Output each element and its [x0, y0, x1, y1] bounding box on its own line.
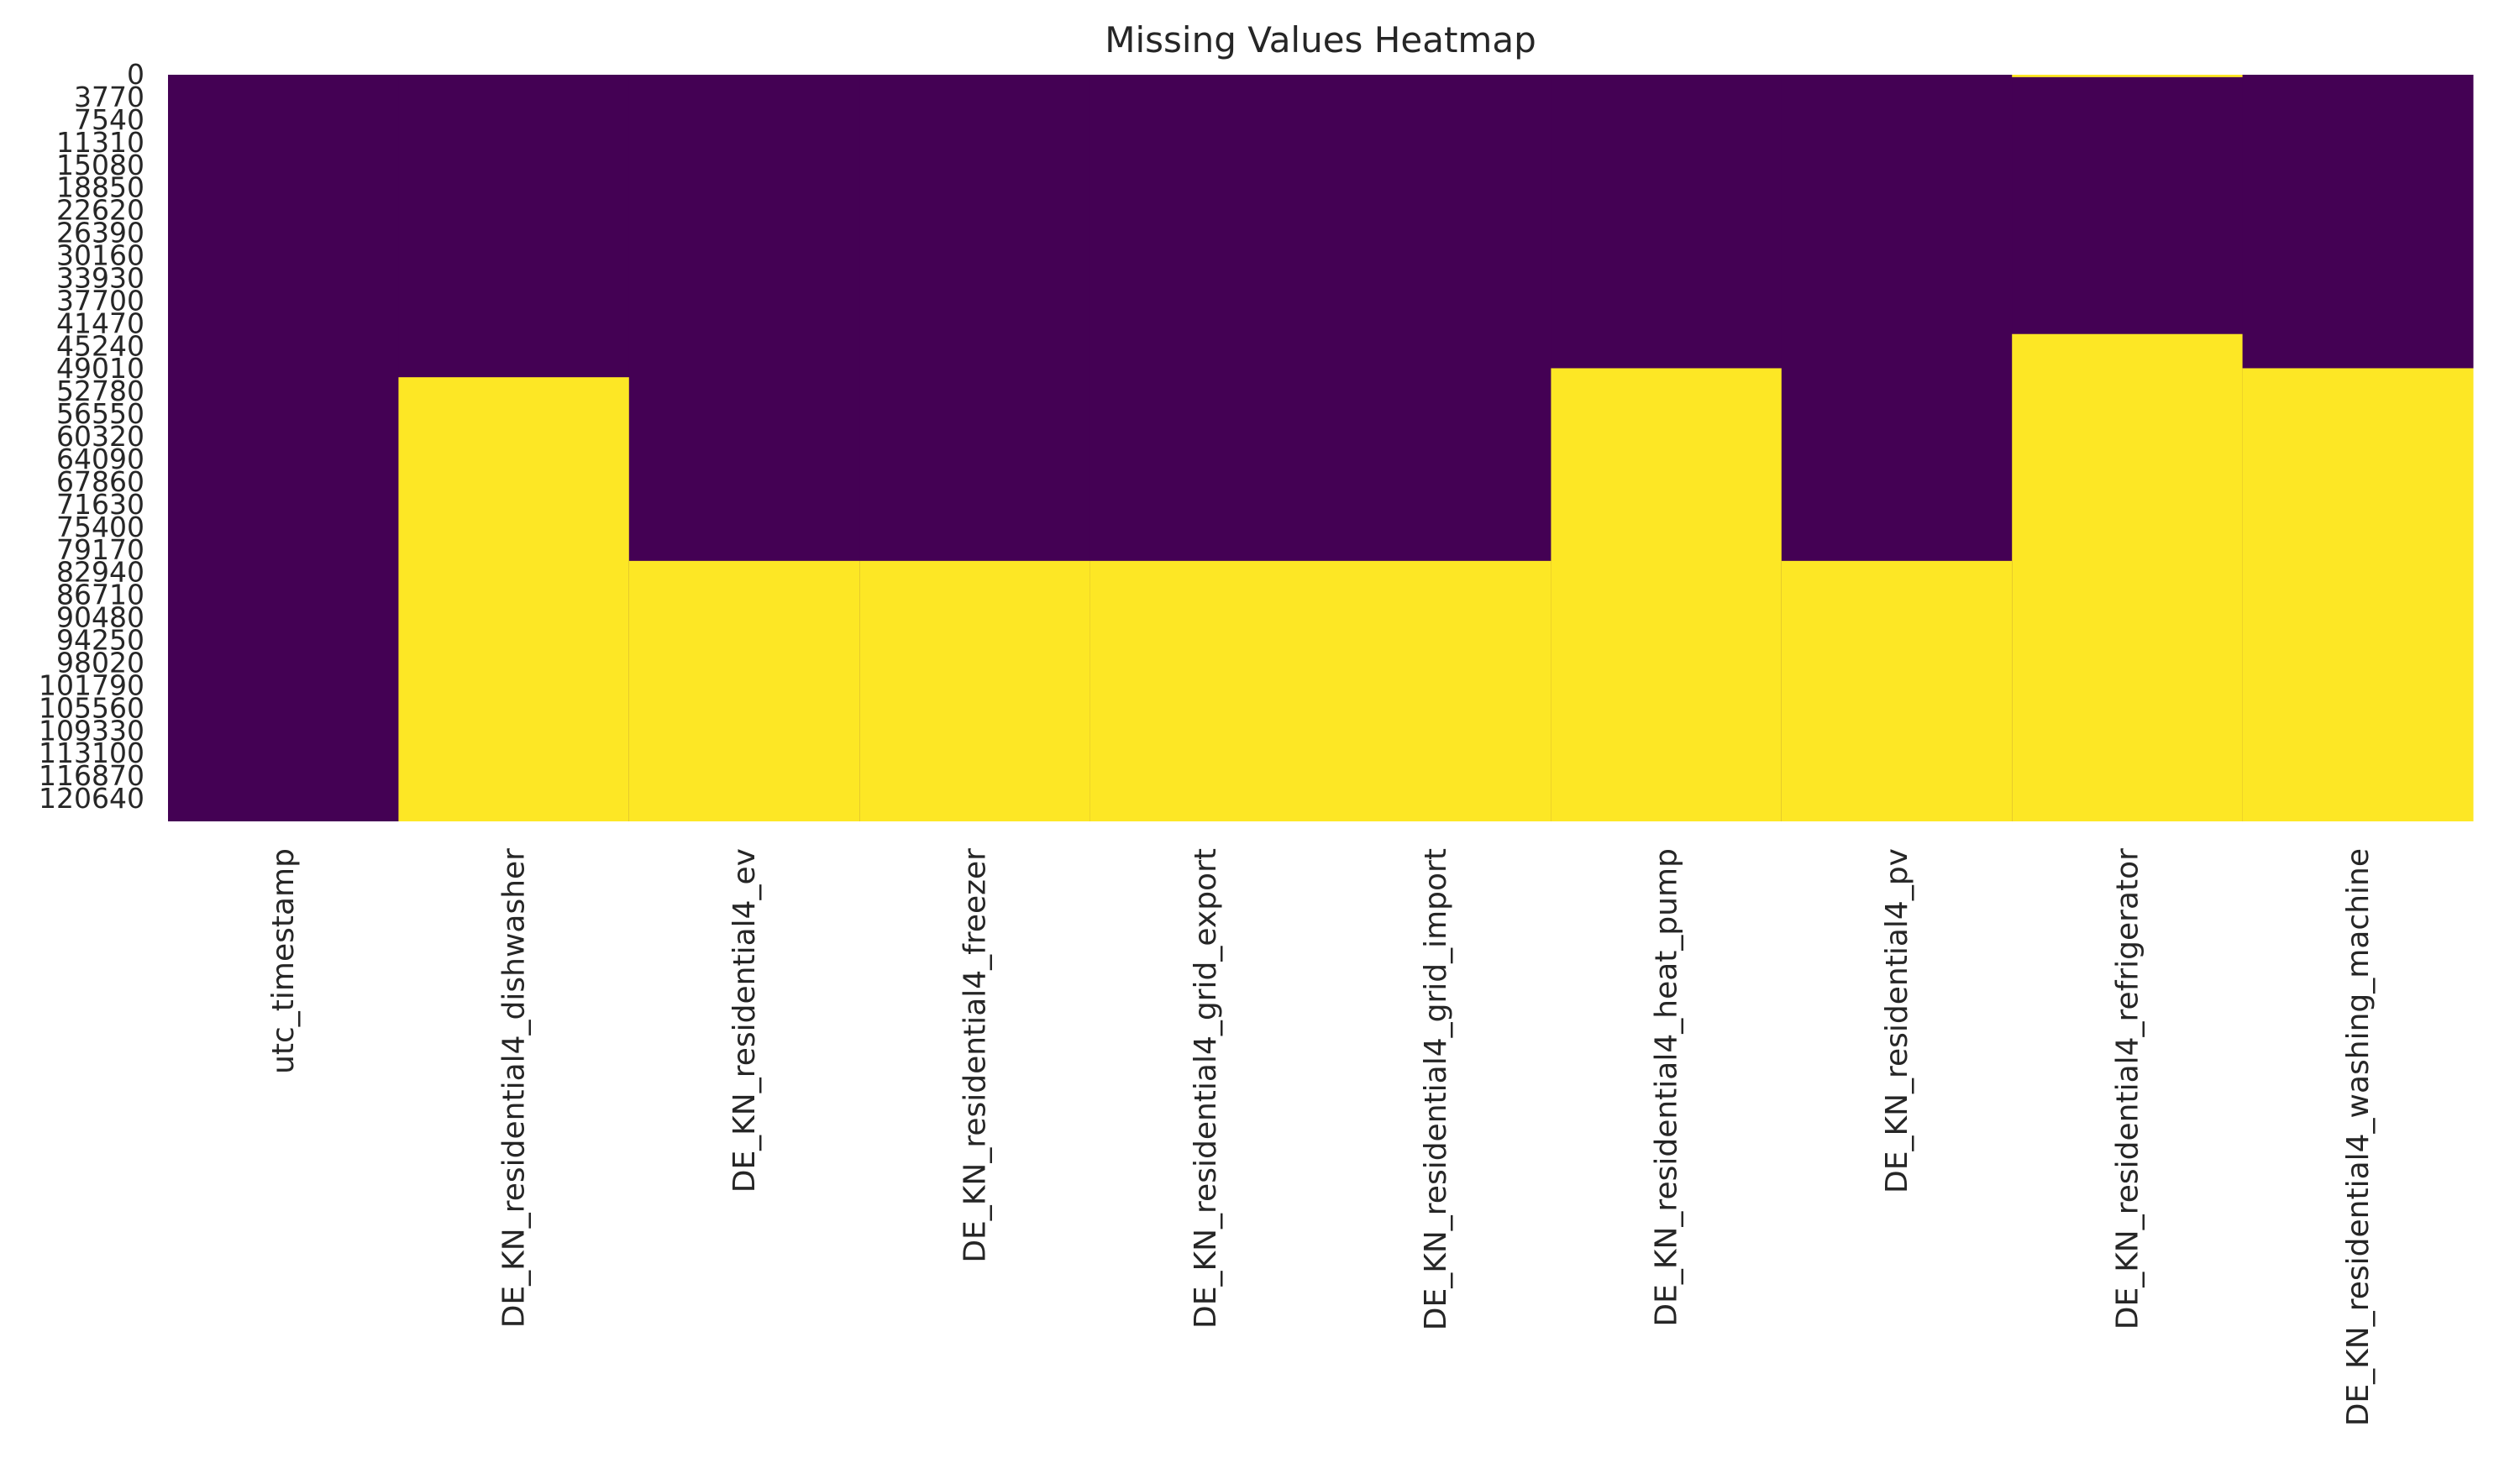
- y-tick-label: 52780: [56, 375, 144, 407]
- y-tick-label: 113100: [39, 737, 144, 769]
- y-tick-label: 64090: [56, 443, 144, 475]
- y-tick-label: 79170: [56, 533, 144, 566]
- y-tick-label: 41470: [56, 307, 144, 339]
- y-tick-label: 11310: [56, 126, 144, 159]
- y-tick-label: 75400: [56, 511, 144, 543]
- heatmap-column-present: [168, 75, 399, 821]
- y-tick-label: 90480: [56, 601, 144, 634]
- y-tick-label: 49010: [56, 352, 144, 385]
- x-tick-label: DE_KN_residential4_heat_pump: [1650, 848, 1684, 1327]
- y-tick-label: 120640: [39, 782, 144, 815]
- y-tick-label: 26390: [56, 217, 144, 249]
- y-tick-label: 15080: [56, 149, 144, 181]
- heatmap-missing-block: [1551, 368, 1783, 821]
- heatmap-missing-block: [1089, 560, 1321, 821]
- heatmap-missing-block: [398, 377, 630, 821]
- x-tick-label: DE_KN_residential4_grid_import: [1419, 848, 1453, 1330]
- heatmap-missing-block: [2242, 368, 2474, 821]
- y-tick-label: 56550: [56, 397, 144, 430]
- y-tick-label: 94250: [56, 624, 144, 657]
- y-axis-ticks: 0377075401131015080188502262026390301603…: [39, 58, 144, 815]
- heatmap-missing-block: [2012, 333, 2244, 822]
- y-tick-label: 98020: [56, 646, 144, 679]
- x-tick-label: DE_KN_residential4_grid_export: [1189, 848, 1223, 1329]
- x-tick-label: utc_timestamp: [266, 848, 301, 1074]
- y-tick-label: 109330: [39, 714, 144, 747]
- y-tick-label: 82940: [56, 556, 144, 589]
- y-tick-label: 86710: [56, 579, 144, 611]
- y-tick-label: 60320: [56, 420, 144, 453]
- y-tick-label: 0: [127, 58, 144, 91]
- x-tick-label: DE_KN_residential4_pv: [1880, 848, 1914, 1193]
- x-axis-ticks: utc_timestamp DE_KN_residential4_dishwash…: [266, 848, 2376, 1426]
- y-tick-label: 101790: [39, 669, 144, 701]
- y-tick-label: 67860: [56, 465, 144, 498]
- y-tick-label: 7540: [74, 103, 144, 136]
- x-tick-label: DE_KN_residential4_dishwasher: [497, 848, 532, 1328]
- heatmap-missing-block: [859, 560, 1091, 821]
- y-tick-label: 37700: [56, 284, 144, 317]
- x-tick-label: DE_KN_residential4_ev: [727, 848, 762, 1193]
- y-tick-label: 22620: [56, 194, 144, 227]
- x-tick-label: DE_KN_residential4_freezer: [958, 848, 992, 1263]
- heatmap-cells: [168, 75, 2474, 822]
- heatmap-missing-block: [2012, 75, 2244, 77]
- y-tick-label: 30160: [56, 239, 144, 272]
- y-tick-label: 45240: [56, 329, 144, 362]
- x-tick-label: DE_KN_residential4_refrigerator: [2110, 848, 2145, 1329]
- y-tick-label: 105560: [39, 691, 144, 724]
- heatmap-missing-block: [1321, 560, 1552, 821]
- chart-title: Missing Values Heatmap: [1105, 19, 1536, 60]
- y-tick-label: 116870: [39, 759, 144, 792]
- y-tick-label: 18850: [56, 171, 144, 204]
- y-tick-label: 33930: [56, 261, 144, 294]
- x-tick-label: DE_KN_residential4_washing_machine: [2341, 848, 2376, 1426]
- y-tick-label: 3770: [74, 81, 144, 113]
- heatmap-missing-block: [1781, 560, 2013, 821]
- heatmap-missing-block: [628, 560, 860, 821]
- y-tick-label: 71630: [56, 488, 144, 521]
